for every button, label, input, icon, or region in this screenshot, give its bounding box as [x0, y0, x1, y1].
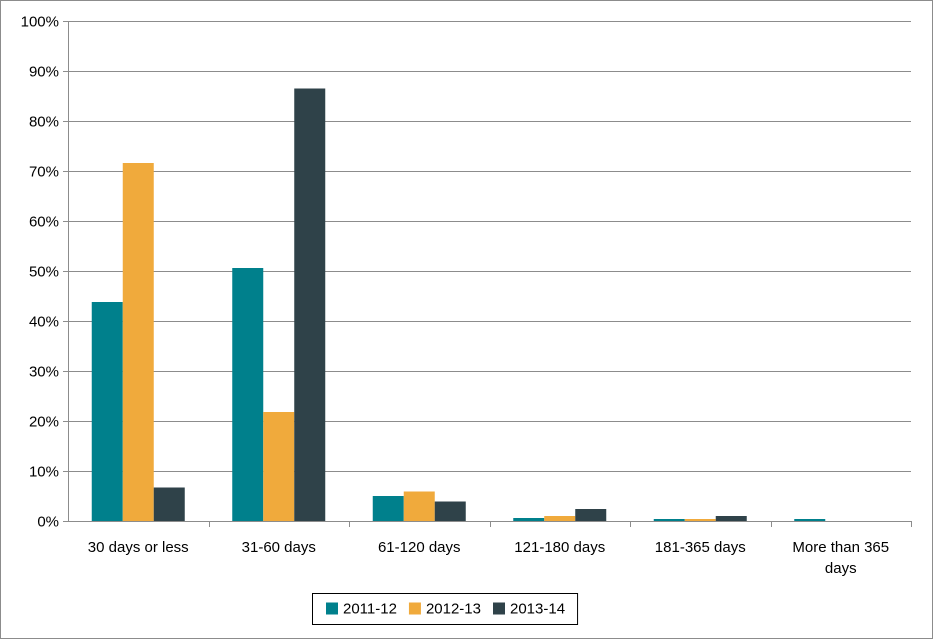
- bar-2013-14: [715, 516, 747, 521]
- bars: [91, 88, 826, 521]
- y-tick-label: 80%: [29, 114, 59, 131]
- bar-2013-14: [575, 509, 607, 521]
- x-tick-label: 181-365 days: [655, 539, 746, 556]
- legend: 2011-12 2012-13 2013-14: [312, 593, 579, 625]
- y-tick-label: 20%: [29, 414, 59, 431]
- x-tick-label: 31-60 days: [242, 539, 316, 556]
- y-tick-label: 90%: [29, 64, 59, 81]
- legend-swatch-2013-14: [493, 602, 505, 615]
- bar-2011-12: [91, 302, 123, 521]
- y-tick-label: 30%: [29, 364, 59, 381]
- bar-2011-12: [232, 268, 264, 521]
- bar-2012-13: [122, 163, 154, 521]
- bar-2011-12: [513, 518, 545, 521]
- bar-2012-13: [684, 519, 716, 521]
- y-tick-labels: 0% 10% 20% 30% 40% 50% 60% 70% 80% 90% 100%: [21, 14, 59, 531]
- y-tick-label: 100%: [21, 14, 59, 31]
- bar-2012-13: [263, 412, 295, 521]
- x-tick-label: 30 days or less: [88, 539, 189, 556]
- bar-2012-13: [544, 516, 576, 521]
- bar-2011-12: [372, 496, 404, 521]
- y-tick-label: 40%: [29, 314, 59, 331]
- bar-2011-12: [794, 519, 826, 521]
- y-tick-label: 50%: [29, 264, 59, 281]
- bar-2012-13: [403, 491, 435, 521]
- legend-swatch-2011-12: [326, 602, 338, 615]
- bar-2013-14: [434, 501, 466, 521]
- legend-label: 2012-13: [426, 601, 481, 618]
- grid-lines: [68, 21, 911, 472]
- axes: [63, 21, 912, 527]
- bar-2013-14: [294, 88, 326, 521]
- legend-label: 2011-12: [343, 601, 397, 618]
- x-tick-label: More than 365: [792, 539, 889, 556]
- legend-box: [312, 593, 579, 625]
- x-tick-labels: 30 days or less 31-60 days 61-120 days 121-…: [88, 539, 889, 577]
- bar-2013-14: [153, 487, 185, 521]
- x-tick-label: 61-120 days: [378, 539, 461, 556]
- y-tick-label: 60%: [29, 214, 59, 231]
- x-tick-label: days: [825, 560, 857, 577]
- bar-2011-12: [653, 519, 685, 521]
- y-tick-label: 10%: [29, 464, 59, 481]
- y-tick-label: 70%: [29, 164, 59, 181]
- x-tick-label: 121-180 days: [514, 539, 605, 556]
- legend-label: 2013-14: [510, 601, 565, 618]
- y-tick-label: 0%: [37, 514, 59, 531]
- legend-swatch-2012-13: [408, 602, 421, 615]
